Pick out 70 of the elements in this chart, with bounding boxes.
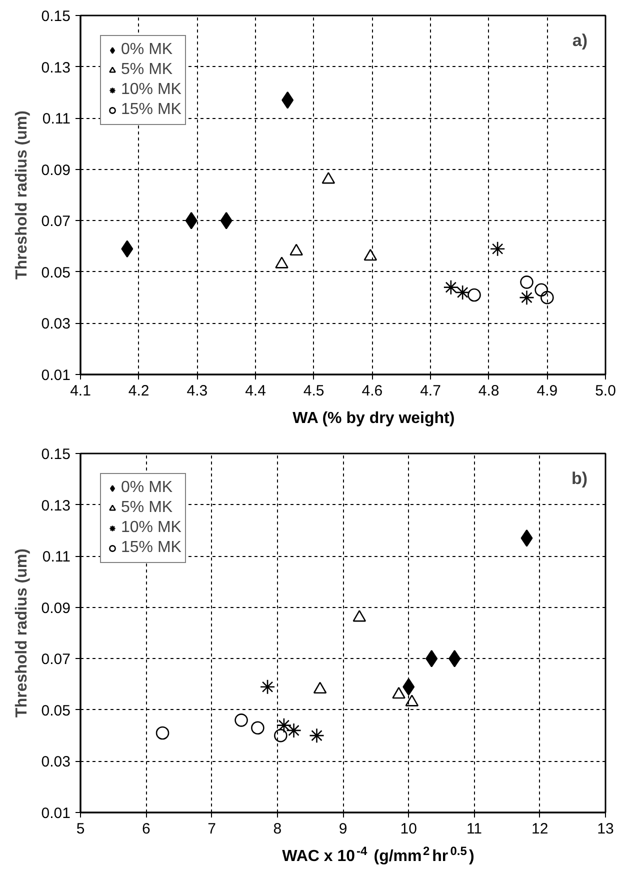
point <box>251 721 264 735</box>
x-tick-label: 13 <box>597 820 614 838</box>
y-tick-label: 0.01 <box>41 805 71 822</box>
y-tick-label: 0.03 <box>41 316 71 333</box>
y-tick-label: 0.13 <box>41 497 71 514</box>
point <box>540 290 554 304</box>
x-tick-label: 12 <box>532 820 548 838</box>
point <box>519 290 534 306</box>
point <box>468 288 481 302</box>
x-tick-label: 4.5 <box>303 382 324 400</box>
point <box>274 728 288 742</box>
x-tick-label: 9 <box>338 820 348 838</box>
x-tick-label: 7 <box>208 820 216 838</box>
point <box>443 280 459 295</box>
x-tick-label: 4.1 <box>70 382 91 400</box>
point <box>260 679 276 694</box>
point <box>286 722 302 738</box>
y-tick-label: 0.03 <box>41 754 71 771</box>
x-tick-label: 11 <box>466 820 482 838</box>
point <box>290 244 303 256</box>
x-tick-label: 8 <box>273 820 282 838</box>
x-tick-label: 4.6 <box>362 382 383 400</box>
x-tick-label: 4.7 <box>420 382 441 400</box>
y-tick-label: 0.07 <box>41 651 71 668</box>
y-tick-label: 0.05 <box>41 702 71 720</box>
legend-label: 5% MK <box>121 61 173 79</box>
x-tick-label: 4.2 <box>128 382 150 400</box>
y-tick-label: 0.05 <box>41 264 71 282</box>
x-tick-label: 5 <box>76 820 85 838</box>
y-tick-label: 0.15 <box>41 446 71 463</box>
y-axis-title: Threshold radius (um) <box>13 548 30 718</box>
point <box>234 714 248 727</box>
point <box>121 240 134 258</box>
y-tick-label: 0.11 <box>42 110 71 128</box>
legend-label: 0% MK <box>121 41 173 59</box>
x-tick-label: 4.9 <box>536 382 558 400</box>
point <box>309 728 324 744</box>
point <box>322 172 336 184</box>
x-tick-label: 5.0 <box>595 382 616 400</box>
point <box>313 682 327 694</box>
y-tick-label: 0.11 <box>42 548 71 566</box>
x-tick-label: 4.3 <box>186 382 208 400</box>
x-tick-label: 6 <box>142 820 150 838</box>
legend-label: 5% MK <box>121 499 173 517</box>
y-tick-label: 0.09 <box>41 162 71 179</box>
y-tick-label: 0.09 <box>41 600 71 617</box>
y-axis-title: Threshold radius (um) <box>13 110 30 280</box>
point <box>520 276 534 289</box>
point <box>156 726 170 740</box>
point <box>352 610 366 622</box>
y-tick-label: 0.15 <box>41 8 71 25</box>
legend-label: 0% MK <box>121 479 173 497</box>
annotation: b) <box>571 469 588 488</box>
y-tick-label: 0.13 <box>41 59 71 76</box>
legend-label: 10% MK <box>121 519 182 537</box>
y-tick-label: 0.01 <box>41 367 71 384</box>
point <box>490 241 506 256</box>
point <box>454 284 470 300</box>
y-tick-label: 0.07 <box>41 213 71 230</box>
point <box>402 678 415 696</box>
legend-label: 15% MK <box>121 539 182 557</box>
legend-label: 15% MK <box>121 101 182 119</box>
x-tick-label: 4.4 <box>245 382 266 400</box>
x-tick-label: 10 <box>400 820 417 838</box>
x-tick-label: 4.8 <box>478 382 500 400</box>
x-axis-title: WA (% by dry weight) <box>292 410 455 427</box>
annotation: a) <box>572 31 588 50</box>
point <box>534 283 548 297</box>
legend-label: 10% MK <box>121 81 182 99</box>
point <box>276 718 292 733</box>
